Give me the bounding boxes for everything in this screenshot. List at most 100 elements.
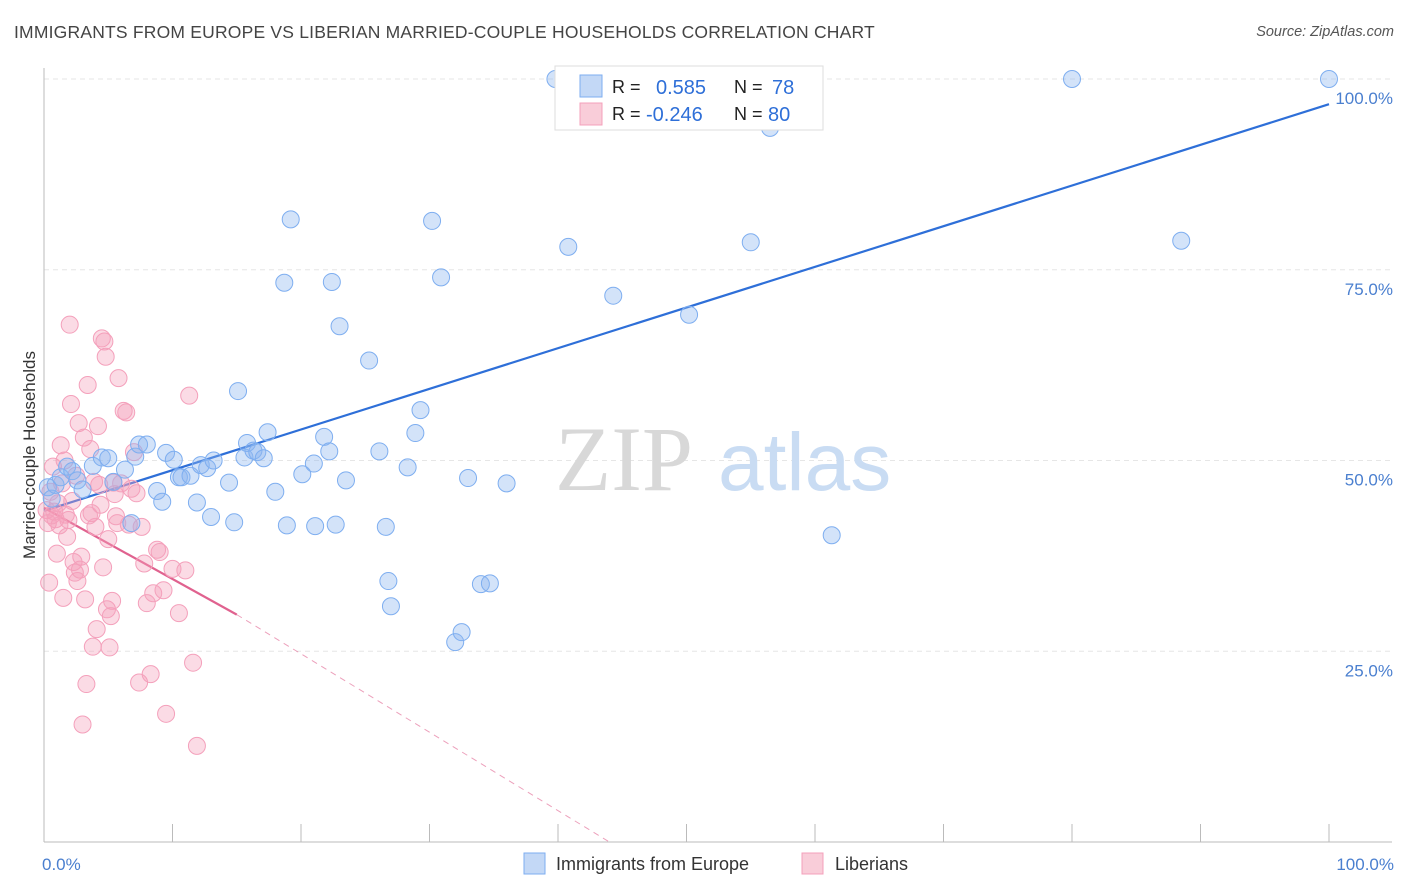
- europe-point: [398, 458, 417, 477]
- liberians-point: [103, 591, 122, 610]
- europe-point: [204, 451, 223, 470]
- bottom-legend-label-europe: Immigrants from Europe: [556, 854, 749, 874]
- europe-point: [122, 514, 141, 533]
- europe-point: [680, 305, 699, 324]
- europe-point: [315, 427, 334, 446]
- liberians-point: [54, 588, 73, 607]
- liberians-point: [52, 474, 71, 493]
- legend-n-value-liberians: 80: [768, 104, 790, 126]
- europe-point: [446, 633, 465, 652]
- legend-r-value-europe: 0.585: [656, 77, 706, 99]
- watermark-atlas: atlas: [718, 417, 891, 508]
- europe-point: [423, 211, 442, 230]
- liberians-point: [68, 572, 87, 591]
- liberians-points: [37, 315, 206, 755]
- liberians-point: [95, 332, 114, 351]
- europe-point: [137, 435, 156, 454]
- europe-point: [1063, 70, 1081, 88]
- liberians-point: [101, 607, 120, 626]
- europe-point: [172, 468, 191, 487]
- europe-point: [480, 574, 499, 593]
- liberians-point: [69, 414, 88, 433]
- legend-r-value-liberians: -0.246: [646, 104, 703, 126]
- chart-source: Source: ZipAtlas.com: [1256, 24, 1394, 40]
- liberians-point: [100, 638, 119, 657]
- liberians-point: [157, 704, 176, 723]
- liberians-point: [141, 665, 160, 684]
- liberians-point: [148, 540, 167, 559]
- y-tick-label: 100.0%: [1335, 89, 1393, 108]
- europe-point: [130, 435, 149, 454]
- europe-point: [277, 516, 296, 535]
- liberians-point: [77, 675, 96, 694]
- europe-point: [741, 233, 760, 252]
- liberians-point: [154, 581, 173, 600]
- liberians-point: [90, 475, 109, 494]
- europe-point: [187, 493, 206, 512]
- europe-point: [92, 448, 111, 467]
- liberians-point: [137, 594, 156, 613]
- europe-point: [320, 442, 339, 461]
- liberians-point: [106, 507, 125, 526]
- europe-point: [1320, 70, 1338, 88]
- europe-point: [376, 517, 395, 536]
- liberians-point: [184, 653, 203, 672]
- liberians-point: [87, 620, 106, 639]
- y-axis-label: Married-couple Households: [20, 351, 39, 559]
- europe-point: [68, 471, 87, 490]
- liberians-point: [176, 561, 195, 580]
- europe-point: [370, 442, 389, 461]
- liberians-point: [86, 517, 105, 536]
- chart-title: IMMIGRANTS FROM EUROPE VS LIBERIAN MARRI…: [14, 22, 875, 42]
- x-tick-label-min: 0.0%: [42, 855, 81, 874]
- x-tick-label-max: 100.0%: [1336, 855, 1394, 874]
- europe-point: [104, 472, 123, 491]
- europe-point: [304, 454, 323, 473]
- x-axis-ticks: [172, 824, 1330, 842]
- europe-point: [459, 469, 478, 488]
- legend-n-label-europe: N =: [734, 77, 763, 97]
- europe-point: [497, 474, 516, 493]
- europe-point: [330, 317, 349, 336]
- europe-point: [115, 460, 134, 479]
- europe-point: [220, 473, 239, 492]
- liberians-point: [79, 506, 98, 525]
- europe-point: [198, 459, 217, 478]
- europe-points: [38, 70, 1338, 652]
- europe-point: [266, 482, 285, 501]
- legend-swatch-europe: [579, 74, 603, 98]
- liberians-point: [73, 715, 92, 734]
- europe-point: [153, 492, 172, 511]
- liberians-point: [40, 573, 59, 592]
- liberians-point: [132, 517, 151, 536]
- europe-point: [99, 449, 118, 468]
- liberians-point: [70, 560, 89, 579]
- europe-point: [238, 433, 257, 452]
- europe-point: [604, 286, 623, 305]
- liberians-point: [59, 511, 78, 530]
- europe-point: [148, 482, 167, 501]
- europe-point: [360, 351, 379, 370]
- liberians-point: [58, 527, 77, 546]
- europe-point: [452, 623, 471, 642]
- europe-point: [164, 450, 183, 469]
- bottom-legend-label-liberians: Liberians: [835, 854, 908, 874]
- liberians-point: [117, 403, 136, 422]
- liberians-point: [92, 329, 111, 348]
- liberians-point: [180, 386, 199, 405]
- europe-point: [63, 462, 82, 481]
- europe-point: [822, 526, 841, 545]
- liberians-point: [169, 604, 188, 623]
- liberians-point: [187, 736, 206, 755]
- gridlines: [44, 78, 1392, 652]
- europe-point: [225, 513, 244, 532]
- liberians-point: [37, 501, 56, 520]
- liberians-point: [51, 436, 70, 455]
- liberians-point: [43, 457, 62, 476]
- bottom-legend-swatch-liberians: [801, 852, 824, 875]
- liberians-trend-line-extrapolated: [236, 614, 610, 843]
- europe-point: [1172, 231, 1191, 250]
- liberians-point: [163, 559, 182, 578]
- europe-point: [157, 443, 176, 462]
